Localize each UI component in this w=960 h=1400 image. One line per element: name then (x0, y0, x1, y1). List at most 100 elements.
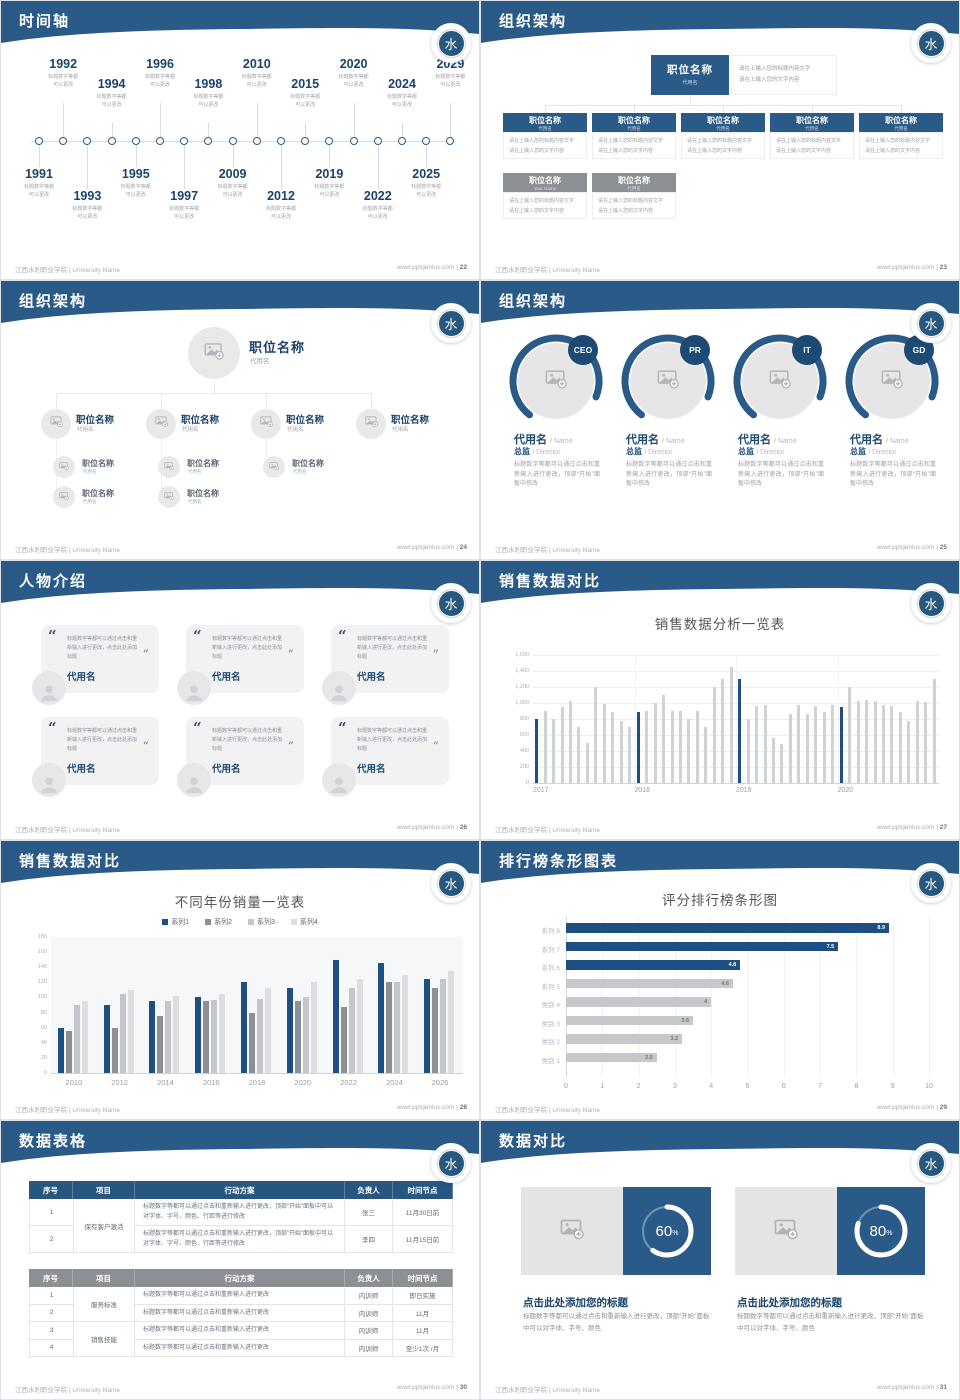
x-tick-label: 3 (672, 1083, 677, 1090)
table-header-cell: 时间节点 (393, 1181, 453, 1199)
compare-photo-box (735, 1187, 837, 1275)
slide-ranking-hbar-chart[interactable]: 排行榜条形图表 水 评分排行榜条形图 0 1 2 3 4 5 6 7 8 9 10 系列 8 8.9 系列 … (481, 841, 959, 1119)
timeline-dot (422, 137, 431, 145)
page-number: 25 (939, 544, 947, 551)
bar (103, 1005, 110, 1073)
bar (340, 1006, 347, 1073)
person-quote: 标题数字等都可以通过点击和重新输入进行更改，点击此处添加标题 (67, 728, 138, 752)
slide-org-chart-profiles[interactable]: 组织架构 水 CEO 代用名 / Name 总监 / Director 标题数字等都可… (481, 281, 959, 559)
bar (432, 988, 439, 1073)
bar (932, 679, 936, 783)
slide-data-tables[interactable]: 数据表格 水 序号 项目 行动方案 负责人 时间节点 保有客户激活 1 标题数字等都可以通过点… (1, 1121, 479, 1399)
avatar (32, 671, 66, 705)
bar (65, 1031, 72, 1073)
tree-child-sub: 代用名 (83, 499, 97, 504)
table-cell-time: 至少1次 /月 (393, 1339, 453, 1357)
footer-university: 江西水利职业学院 | University Name (495, 1387, 600, 1394)
timeline-year: 2019 (315, 167, 344, 181)
table-cell-plan: 标题数字等都可以通过点击和重新输入进行更改 (135, 1304, 345, 1322)
footer-site: www.pptgenius.com | 29 (876, 1104, 947, 1111)
profile-desc: 标题数字等都可以通过点击和重新输入进行更改，顶部“开始”面板中修改 (738, 462, 824, 488)
timeline-year: 2015 (291, 77, 320, 91)
slide-footer: 江西水利职业学院 | University Name www.pptgenius.… (15, 1384, 467, 1394)
university-logo-icon: 水 (911, 863, 951, 903)
table-cell-time: 11月 (393, 1322, 453, 1340)
profile-name-line: 代用名 / Name (514, 434, 573, 446)
org-connector (812, 105, 813, 113)
org-box-desc: 请在上输入您的标题内容文字 (865, 138, 931, 144)
timeline-caption: 标题数字等都 (314, 184, 345, 190)
x-tick-label: 0 (564, 1083, 568, 1090)
x-tick-label: 2018 (634, 787, 651, 794)
chart-legend: 系列1 系列2 系列3 系列4 (1, 917, 479, 927)
bar (149, 1001, 156, 1073)
bar (241, 982, 247, 1073)
tree-child-title: 职位名称 (292, 459, 324, 468)
bar (670, 711, 674, 783)
profile-role-line: 总监 / Director (626, 447, 673, 456)
timeline-caption: 可以更改 (416, 191, 437, 198)
slide-org-chart-boxes[interactable]: 组织架构 水 职位名称 代用名 请在上输入您的标题内容文字 请在上输入您的文字内容 职位… (481, 1, 959, 279)
timeline-year: 2020 (339, 57, 368, 71)
y-tick-label: 0 (43, 1070, 47, 1076)
table-cell-no: 4 (29, 1339, 73, 1357)
x-tick-label: 2024 (385, 1078, 403, 1087)
table-cell-plan: 标题数字等都可以通过点击和重新输入进行更改 (135, 1287, 345, 1305)
timeline-stem (329, 145, 331, 167)
slide-title: 时间轴 (19, 13, 71, 30)
university-logo-icon: 水 (911, 303, 951, 343)
tree-child-title: 职位名称 (82, 489, 114, 498)
timeline-stem (63, 103, 65, 137)
timeline-stem (184, 145, 186, 189)
slide-people-intro[interactable]: 人物介绍 水 “ 标题数字等都可以通过点击和重新输入进行更改，点击此处添加标题 ” 代… (1, 561, 479, 839)
chart-title: 评分排行榜条形图 (662, 893, 778, 908)
x-tick-label: 10 (925, 1083, 933, 1090)
footer-university: 江西水利职业学院 | University Name (495, 827, 600, 834)
bar (738, 679, 742, 783)
slide-sales-bar-chart[interactable]: 销售数据对比 水 销售数据分析一览表 0 200 400 600 800 1,000 1,20… (481, 561, 959, 839)
x-tick-label: 2017 (533, 787, 549, 794)
table-item-cell: 保有客户激活 (73, 1199, 135, 1253)
bar (907, 721, 911, 783)
org-box-title: 职位名称 (529, 116, 561, 125)
page-number: 31 (939, 1384, 947, 1391)
slide-title: 组织架构 (499, 293, 568, 310)
org-box-title: 职位名称 (618, 176, 650, 185)
page-number: 26 (459, 824, 467, 831)
bar (119, 993, 126, 1073)
bar (265, 988, 271, 1073)
person-name: 代用名 (212, 764, 241, 775)
bar (602, 703, 606, 783)
org-box-header: 职位名称 代用名 (770, 113, 854, 132)
table-cell-no: 1 (29, 1199, 73, 1226)
slide-content: CEO 代用名 / Name 总监 / Director 标题数字等都可以通过点击和重… (481, 281, 959, 559)
slide-timeline[interactable]: 时间轴 水 1991 标题数字等都 可以更改 1992 标题数字等都 可以更改 1993 标题… (1, 1, 479, 279)
timeline-stem (111, 123, 113, 137)
org-box-sub: 代用名 (627, 126, 641, 131)
slide-data-compare[interactable]: 数据对比 水 60% 点击此处添加您的标题 标题数字等都可以通过点击和重新输入进行更… (481, 1121, 959, 1399)
slide-org-chart-tree[interactable]: 组织架构 水 职位名称 代用名 职位名称 代用名 职位名称 代用名 职位名称 代用名 职位名称代… (1, 281, 479, 559)
x-tick-label: 2016 (202, 1078, 220, 1087)
org-connector (634, 105, 635, 113)
slide-grouped-bar-chart[interactable]: 销售数据对比 水 不同年份销量一览表 系列1 系列2 系列3 系列4 0 20 40 60 80 1… (1, 841, 479, 1119)
tree-branch-sub: 代用名 (182, 427, 199, 433)
bar (294, 1001, 301, 1073)
profile-desc: 标题数字等都可以通过点击和重新输入进行更改，顶部“开始”面板中修改 (514, 462, 600, 488)
image-placeholder-icon (774, 1217, 798, 1246)
bar (566, 923, 890, 933)
org-box-desc: 请在上输入您的文字内容 (776, 147, 832, 154)
gridline (533, 783, 939, 784)
bar-value-label: 8.9 (877, 925, 886, 931)
avatar (32, 763, 66, 797)
chart-title: 不同年份销量一览表 (174, 895, 306, 910)
org-box-title: 职位名称 (796, 116, 828, 125)
bar (594, 687, 598, 783)
table-header-cell: 行动方案 (135, 1181, 345, 1199)
bar (704, 727, 708, 783)
bar (402, 974, 409, 1073)
donut-progress: 80% (850, 1200, 912, 1262)
bar (566, 1034, 683, 1044)
bar (729, 667, 733, 783)
timeline-caption: 标题数字等都 (217, 184, 248, 190)
tree-child-sub: 代用名 (293, 469, 307, 474)
